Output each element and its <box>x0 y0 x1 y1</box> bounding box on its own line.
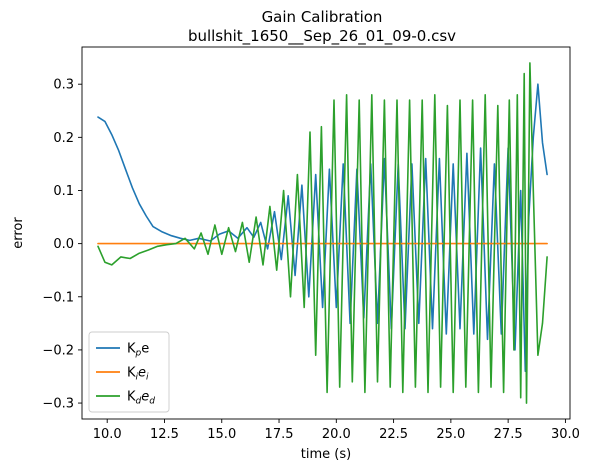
series-layer <box>97 62 548 404</box>
x-tick-label: 15.0 <box>207 427 236 442</box>
plot-area <box>81 46 571 420</box>
y-tick-label: 0.2 <box>53 131 74 146</box>
x-tick-label: 22.5 <box>379 427 408 442</box>
x-tick-label: 10.0 <box>93 427 122 442</box>
chart-subtitle: bullshit_1650__Sep_26_01_09-0.csv <box>188 27 456 46</box>
legend: Kpe Kiei Kded <box>88 331 170 413</box>
x-axis: 10.0 12.5 15.0 17.5 20.0 22.5 25.0 27.5 30.0 <box>93 419 580 442</box>
legend-box <box>88 331 170 413</box>
x-axis-label: time (s) <box>301 447 351 462</box>
y-tick-label: −0.1 <box>42 290 74 305</box>
series-line-0 <box>97 83 548 373</box>
y-tick-label: −0.2 <box>42 343 74 358</box>
x-tick-label: 12.5 <box>150 427 179 442</box>
y-tick-label: −0.3 <box>42 397 74 412</box>
x-tick-label: 25.0 <box>436 427 465 442</box>
x-tick-label: 17.5 <box>265 427 294 442</box>
y-axis-label: error <box>11 217 26 249</box>
chart-title: Gain Calibration <box>262 8 383 26</box>
legend-entry-0: Kpe <box>127 342 149 359</box>
y-tick-label: 0.1 <box>53 184 74 199</box>
x-tick-label: 27.5 <box>494 427 523 442</box>
y-axis: −0.3 −0.2 −0.1 0.0 0.1 0.2 0.3 <box>42 78 82 412</box>
legend-entry-1: Kiei <box>127 366 149 383</box>
y-tick-label: 0.3 <box>53 78 74 93</box>
legend-entry-2: Kded <box>127 390 155 407</box>
x-tick-label: 30.0 <box>551 427 580 442</box>
plot-frame <box>81 46 571 420</box>
x-tick-label: 20.0 <box>322 427 351 442</box>
y-tick-label: 0.0 <box>53 237 74 252</box>
series-line-2 <box>97 62 548 404</box>
